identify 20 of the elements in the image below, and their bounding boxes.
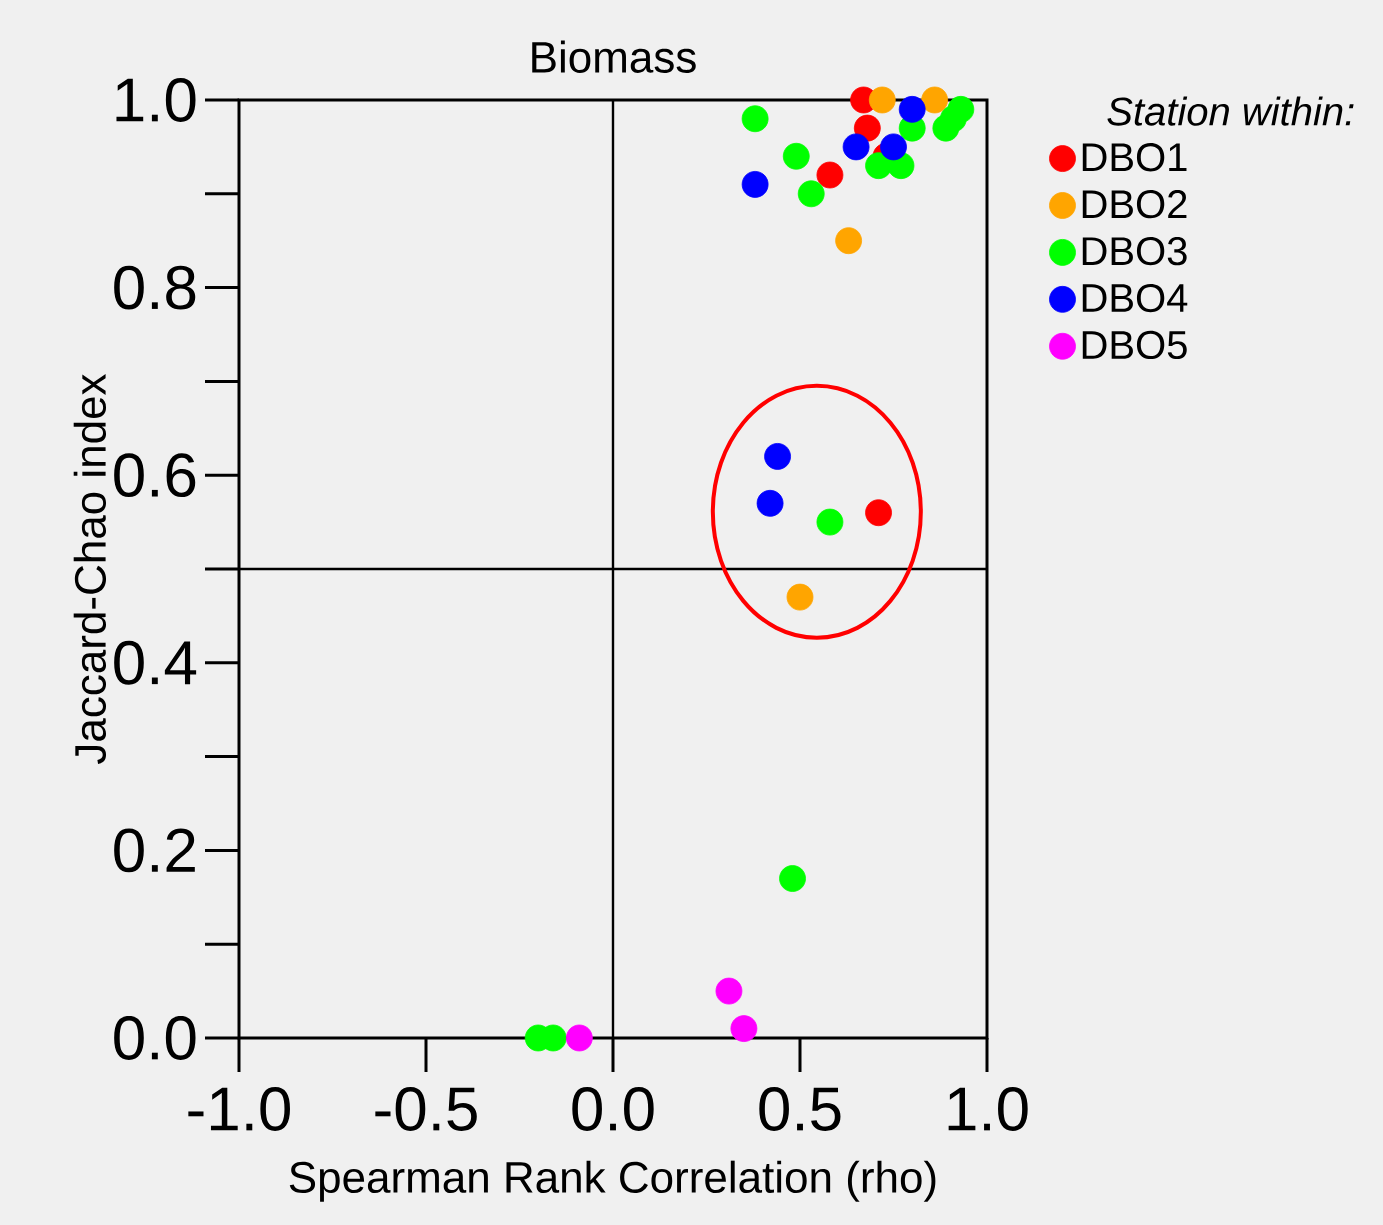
y-tick-label: 0.6 xyxy=(114,453,196,498)
legend-label: DBO5 xyxy=(1082,330,1187,360)
legend-title: Station within: xyxy=(1107,96,1354,126)
x-tick-label: 1.0 xyxy=(948,1087,1028,1131)
legend-label: DBO3 xyxy=(1082,236,1187,266)
legend-label: DBO4 xyxy=(1082,283,1188,313)
y-tick-label: 0.0 xyxy=(114,1016,196,1060)
y-tick-label: 0.8 xyxy=(114,265,196,310)
x-axis-title: Spearman Rank Correlation (rho) xyxy=(289,1160,936,1202)
y-tick-label: 0.2 xyxy=(114,828,195,873)
y-tick-label: 0.4 xyxy=(114,640,197,685)
y-axis-title: Jaccard-Chao index xyxy=(73,373,107,764)
legend-label: DBO1 xyxy=(1082,143,1187,172)
chart-title: Biomass xyxy=(532,40,696,73)
y-tick-label: 1.0 xyxy=(116,78,196,122)
x-tick-label: -1.0 xyxy=(188,1087,290,1131)
x-tick-label: 0.0 xyxy=(572,1087,654,1131)
x-tick-label: 0.5 xyxy=(759,1087,841,1131)
x-tick-label: -0.5 xyxy=(375,1087,477,1131)
legend-label: DBO2 xyxy=(1082,190,1187,219)
